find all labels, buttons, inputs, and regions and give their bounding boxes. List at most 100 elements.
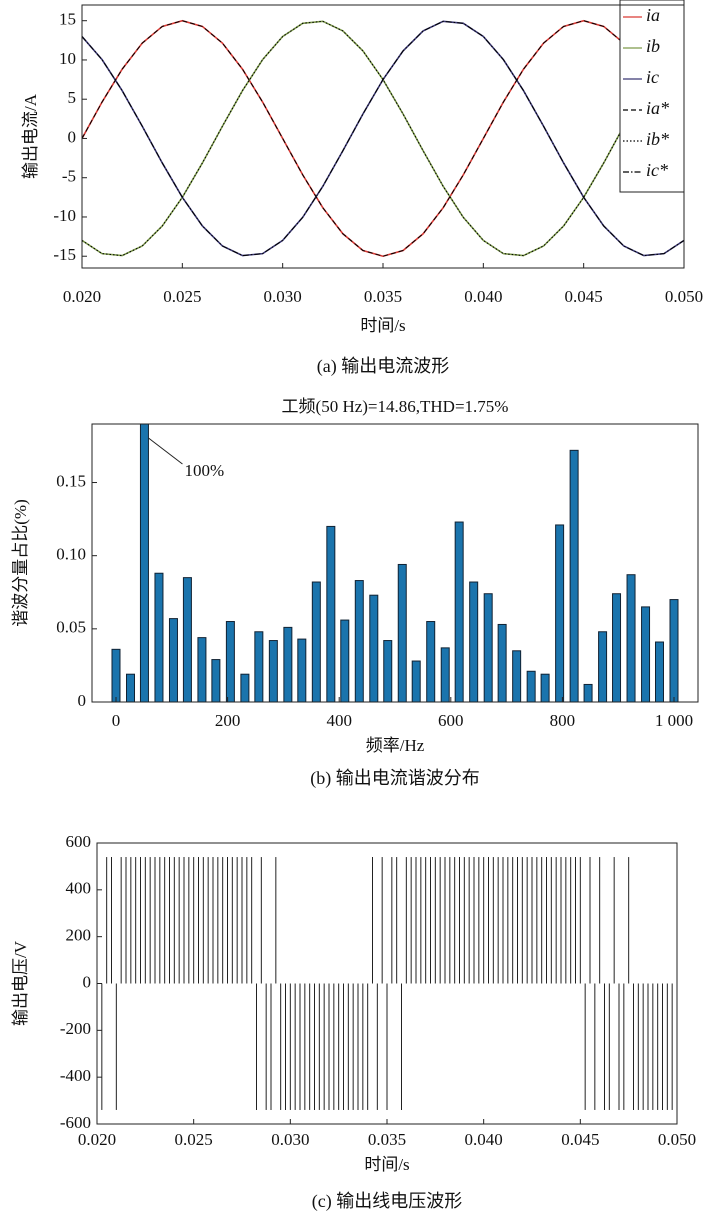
bar	[654, 641, 664, 702]
y-tick-label: 10	[59, 49, 76, 68]
bar	[526, 670, 536, 702]
legend-label: ic*	[646, 160, 668, 180]
x-tick-label: 200	[215, 711, 241, 730]
bar	[225, 621, 235, 702]
bar	[326, 525, 336, 702]
legend-label: ia	[646, 5, 660, 25]
plot-area	[97, 857, 677, 1110]
series-line	[82, 20, 684, 257]
axes-frame	[91, 423, 699, 703]
bar	[626, 574, 636, 702]
plot-area	[111, 424, 679, 702]
bar	[182, 577, 192, 702]
plot-area	[82, 19, 684, 258]
bar	[669, 599, 679, 702]
legend-label: ia*	[646, 98, 669, 118]
bar	[168, 618, 178, 702]
y-tick-label: -15	[53, 245, 76, 264]
bar	[111, 648, 121, 702]
x-tick-label: 600	[438, 711, 464, 730]
x-tick-label: 0.045	[561, 1130, 599, 1149]
y-tick-label: 0.10	[56, 545, 86, 564]
bar	[598, 631, 608, 702]
bar	[154, 572, 164, 702]
bar	[397, 563, 407, 702]
bar	[411, 660, 421, 702]
x-tick-label: 0.035	[368, 1130, 406, 1149]
x-tick-label: 0.035	[364, 287, 402, 306]
x-tick-label: 0.040	[464, 287, 502, 306]
caption: (c) 输出线电压波形	[312, 1191, 462, 1212]
bar	[354, 580, 364, 702]
y-tick-label: -600	[60, 1113, 91, 1132]
axes-frame	[81, 4, 685, 269]
bar	[426, 621, 436, 702]
y-tick-label: 0	[68, 127, 77, 146]
bar	[641, 606, 651, 702]
bar	[583, 683, 593, 702]
y-tick-label: 0	[83, 972, 92, 991]
legend-label: ic	[646, 67, 659, 87]
y-tick-label: 0.05	[56, 618, 86, 637]
y-tick-label: -5	[62, 167, 76, 186]
x-tick-label: 400	[326, 711, 352, 730]
bar	[469, 581, 479, 702]
x-tick-label: 0.020	[63, 287, 101, 306]
legend-label: ib*	[646, 129, 669, 149]
bar	[139, 424, 149, 702]
x-tick-label: 0.030	[271, 1130, 309, 1149]
bar	[540, 673, 550, 702]
y-tick-label: 0.15	[56, 471, 86, 490]
chart-title: 工频(50 Hz)=14.86,THD=1.75%	[282, 397, 509, 416]
x-tick-label: 1 000	[655, 711, 693, 730]
bar	[340, 619, 350, 702]
y-tick-label: -10	[53, 206, 76, 225]
x-tick-label: 0.050	[665, 287, 703, 306]
bar	[211, 659, 221, 702]
x-axis-label: 频率/Hz	[366, 736, 425, 755]
bar	[268, 640, 278, 702]
bar	[497, 623, 507, 702]
bar	[555, 524, 565, 702]
x-tick-label: 800	[550, 711, 576, 730]
bar	[311, 581, 321, 702]
bar	[283, 626, 293, 702]
x-tick-label: 0.040	[465, 1130, 503, 1149]
bar	[440, 647, 450, 702]
series-line	[82, 20, 684, 257]
y-tick-label: -400	[60, 1066, 91, 1085]
y-axis-label: 输出电流/A	[21, 93, 40, 179]
x-axis-label: 时间/s	[360, 316, 405, 335]
series-line	[82, 20, 684, 257]
x-tick-label: 0.050	[658, 1130, 696, 1149]
y-tick-label: 15	[59, 10, 76, 29]
series-line	[82, 19, 684, 258]
bar	[383, 640, 393, 702]
bar	[297, 638, 307, 702]
caption: (b) 输出电流谐波分布	[310, 768, 480, 789]
bar	[483, 593, 493, 702]
x-tick-label: 0.025	[175, 1130, 213, 1149]
y-axis-label: 谐波分量占比(%)	[11, 499, 30, 626]
bar	[240, 673, 250, 702]
bar	[197, 637, 207, 702]
y-tick-label: 400	[66, 879, 92, 898]
series-line	[82, 20, 684, 257]
bar	[569, 449, 579, 702]
y-tick-label: -200	[60, 1019, 91, 1038]
x-tick-label: 0	[112, 711, 121, 730]
axes-frame	[96, 842, 678, 1125]
series-line	[82, 20, 684, 257]
bar	[254, 631, 264, 702]
y-tick-label: 200	[66, 926, 92, 945]
legend-label: ib	[646, 36, 660, 56]
bar	[369, 594, 379, 702]
x-axis-label: 时间/s	[364, 1155, 409, 1174]
x-tick-label: 0.020	[78, 1130, 116, 1149]
x-tick-label: 0.025	[163, 287, 201, 306]
y-tick-label: 5	[68, 88, 77, 107]
annotation: 100%	[184, 461, 224, 480]
x-tick-label: 0.045	[565, 287, 603, 306]
